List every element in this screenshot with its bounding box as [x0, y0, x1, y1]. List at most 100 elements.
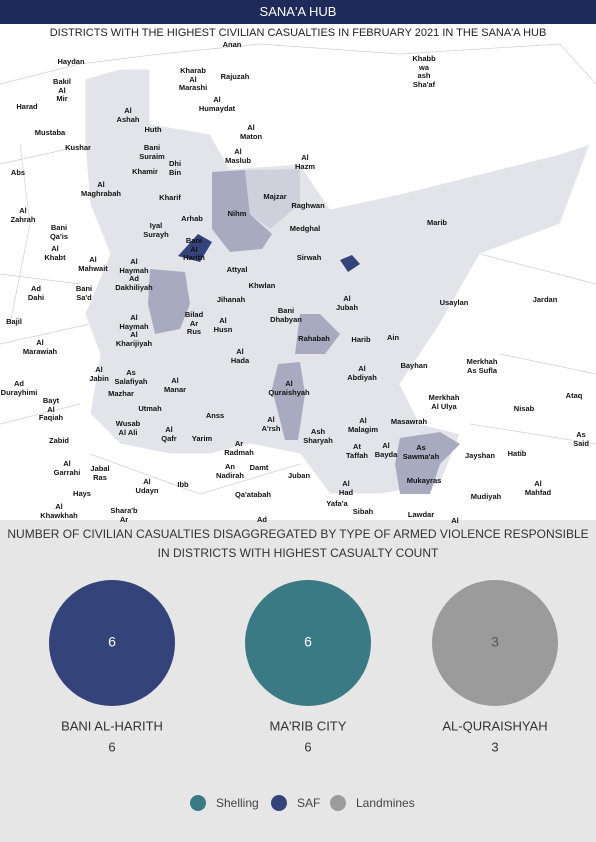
district-label: Jayshan — [464, 451, 496, 460]
district-label: As Said — [573, 430, 589, 448]
district-label: Merkhah Al Ulya — [428, 393, 460, 411]
district-label: Kushar — [65, 143, 91, 152]
district-label: Dhi Bin — [168, 159, 182, 177]
district-label: Anan — [222, 40, 242, 49]
district-label: Arhab — [181, 214, 203, 223]
total-label: 3 — [491, 739, 498, 754]
header-title: SANA'A HUB — [0, 0, 596, 24]
pie-slice — [49, 580, 175, 706]
data-label: 6 — [108, 634, 116, 650]
district-label: Merkhah As Sufla — [466, 357, 498, 375]
district-label: Al Abdiyah — [347, 364, 377, 382]
pie-slice — [245, 580, 371, 706]
district-label: Nisab — [513, 404, 535, 413]
district-label: Al Jubah — [335, 294, 359, 312]
district-label: Al Khawkhah — [40, 502, 78, 520]
district-label: Rajuzah — [220, 72, 250, 81]
district-label: Usaylan — [439, 298, 469, 307]
data-label: 6 — [304, 634, 312, 650]
district-label: Al Bayda — [374, 441, 398, 459]
map — [0, 24, 596, 520]
district-label: Bani Suraim — [139, 143, 165, 161]
district-label: Al Maslub — [225, 147, 251, 165]
district-label: Khabb wa ash Sha'af — [412, 54, 436, 89]
district-label: Bajil — [6, 317, 22, 326]
district-label: Zabid — [49, 436, 69, 445]
district-label: Al Garrahi — [53, 459, 81, 477]
district-label: Yafa'a — [326, 499, 348, 508]
district-label: Abs — [10, 168, 26, 177]
district-label: Al Maghrabah — [80, 180, 122, 198]
district-label: Al Quraishyah — [268, 379, 310, 397]
chart-title: NUMBER OF CIVILIAN CASUALTIES DISAGGREGA… — [7, 527, 589, 560]
district-label: Al Haymah Ad Dakhiliyah — [115, 257, 153, 292]
district-label: Damt — [249, 463, 269, 472]
district-label: Rahabah — [298, 334, 330, 343]
district-label: Bani Dhabyan — [270, 306, 302, 324]
district-label: Jihanah — [216, 295, 246, 304]
district-label: Mazhar — [108, 389, 134, 398]
district-label: As Salafiyah — [114, 368, 148, 386]
district-label: Bayhan — [400, 361, 428, 370]
district-label: Lawdar — [407, 510, 435, 519]
district-label: Hays — [73, 489, 91, 498]
district-label: Sibah — [352, 507, 374, 516]
district-label: Huth — [144, 125, 162, 134]
category-label: MA'RIB CITY — [270, 718, 347, 733]
legend-label: Landmines — [356, 796, 415, 810]
district-label: Harib — [351, 335, 371, 344]
district-label: Al Hada — [230, 347, 250, 365]
district-label: Khwlan — [248, 281, 276, 290]
district-label: Ain — [386, 333, 400, 342]
district-label: Al Qafr — [161, 425, 177, 443]
district-label: Al — [451, 516, 459, 525]
district-label: Wusab Al Ali — [115, 419, 141, 437]
legend-label: SAF — [297, 796, 320, 810]
district-label: Medghal — [289, 224, 321, 233]
district-label: Al A'rsh — [261, 415, 281, 433]
district-label: Nihm — [227, 209, 247, 218]
district-label: Bani Al Harith — [183, 236, 205, 262]
district-label: Sirwah — [296, 253, 322, 262]
district-label: Al Mahwait — [78, 255, 108, 273]
district-label: Al Hazm — [294, 153, 316, 171]
district-label: Al Malagim — [347, 416, 379, 434]
district-label: Yarim — [191, 434, 213, 443]
district-label: Khamir — [132, 167, 158, 176]
district-label: Ad Durayhimi — [0, 379, 38, 397]
district-label: Bayt Al Faqiah — [38, 396, 64, 422]
district-label: An Nadirah — [216, 462, 244, 480]
district-label: Juban — [287, 471, 311, 480]
district-label: Al Maton — [239, 123, 263, 141]
district-label: Ash Sharyah — [303, 427, 333, 445]
legend-label: Shelling — [216, 796, 259, 810]
district-label: Ad — [257, 515, 267, 524]
category-label: BANI AL-HARITH — [61, 718, 163, 733]
district-label: Bani Qa'is — [49, 223, 69, 241]
district-label: Al Husn — [213, 316, 233, 334]
district-label: Al Udayn — [135, 477, 159, 495]
district-label: Iyal Surayh — [143, 221, 169, 239]
district-label: Al Khabt — [44, 244, 66, 262]
district-label: Al Ashah — [116, 106, 140, 124]
district-label: Haydan — [57, 57, 85, 66]
district-label: Al Mahfad — [524, 479, 552, 497]
district-label: Ibb — [177, 480, 189, 489]
district-label: Kharab Al Marashi — [178, 66, 208, 92]
category-label: AL-QURAISHYAH — [442, 718, 547, 733]
district-label: Raghwan — [291, 201, 325, 210]
district-label: Harad — [16, 102, 38, 111]
district-label: Shara'b Ar — [110, 506, 138, 524]
district-label: Al Manar — [163, 376, 187, 394]
district-label: Ar Radmah — [224, 439, 254, 457]
district-label: Al Haymah Al Kharijiyah — [115, 313, 153, 348]
district-label: Mustaba — [34, 128, 66, 137]
district-label: Bilad Ar Rus — [184, 310, 204, 336]
district-label: Al Marawiah — [22, 338, 58, 356]
district-label: Al Had — [338, 479, 354, 497]
legend-swatch — [330, 795, 346, 811]
map-shapes — [0, 43, 596, 495]
district-label: Mukayras — [406, 476, 442, 485]
pie-slice — [432, 580, 558, 706]
nihm — [212, 170, 272, 252]
